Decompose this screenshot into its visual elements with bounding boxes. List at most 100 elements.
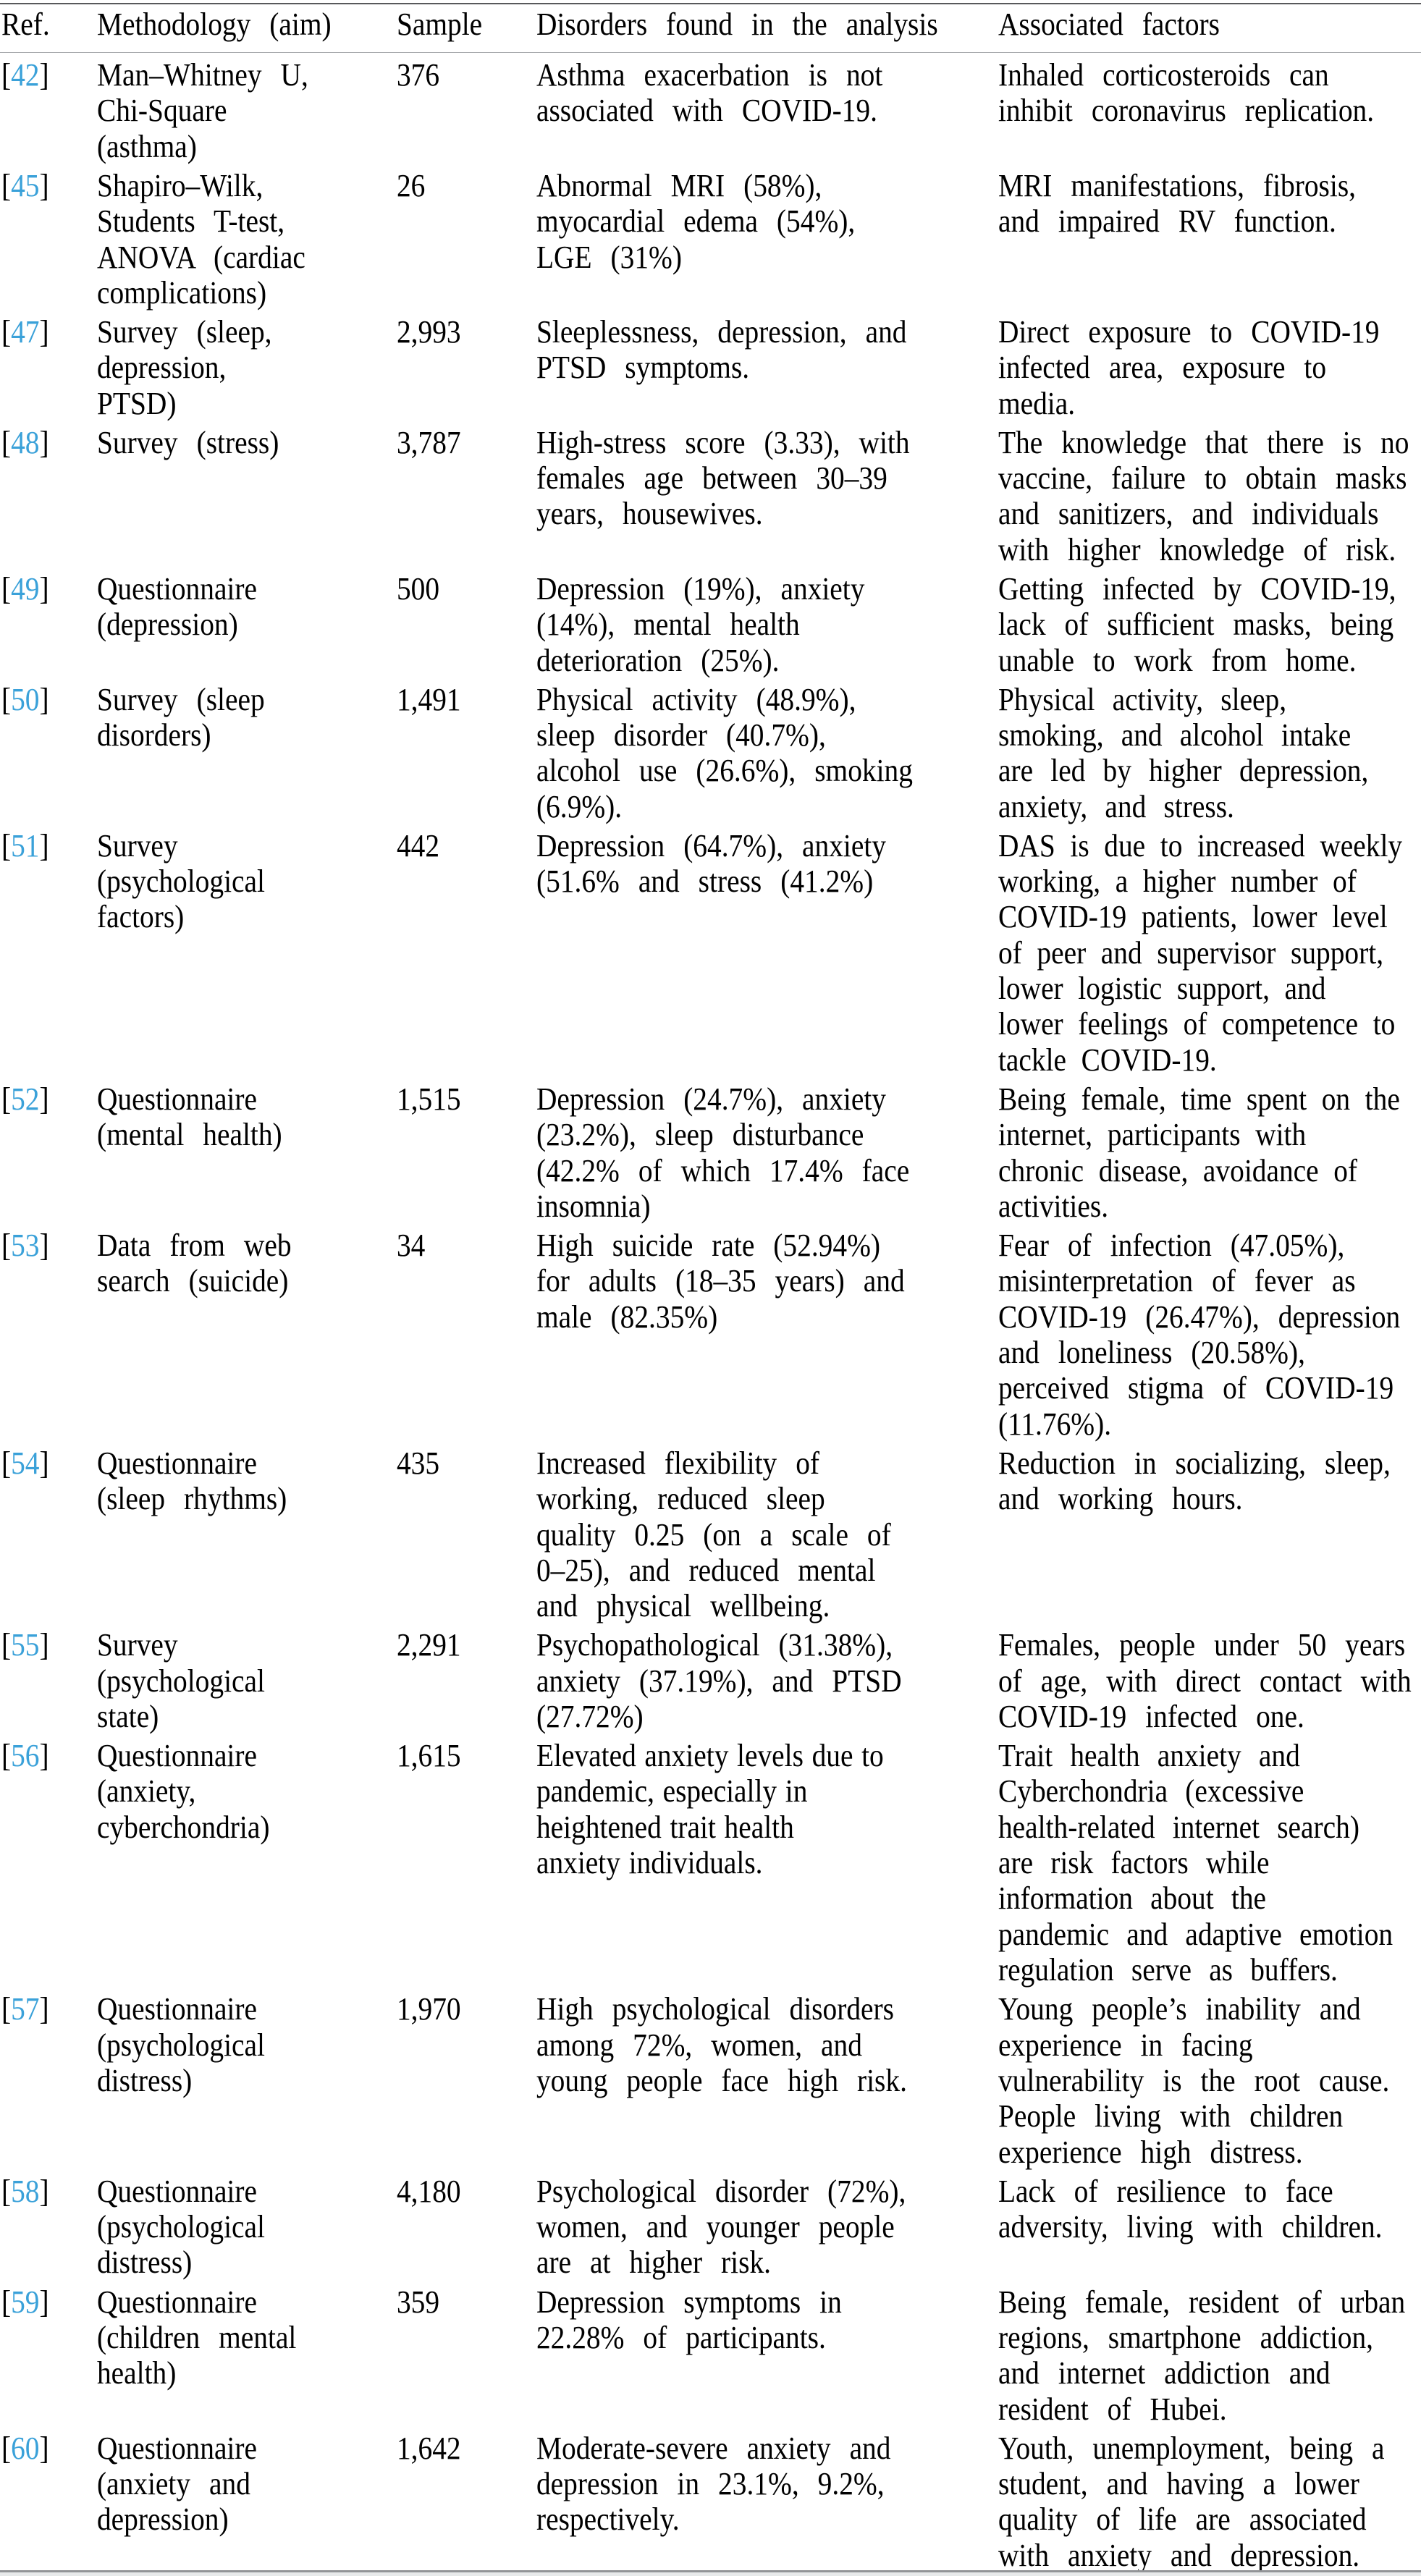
reference-link[interactable]: 55 <box>11 1627 40 1663</box>
sample-cell: 435 <box>396 1445 440 1481</box>
table-row: [60] Questionnaire (anxiety and depressio… <box>0 2427 1421 2573</box>
factors-cell: Females, people under 50 years of age, w… <box>998 1627 1412 1734</box>
methodology-cell: Survey (psychological state) <box>96 1627 265 1734</box>
reference-link[interactable]: 56 <box>11 1738 40 1774</box>
sample-cell: 1,515 <box>396 1081 461 1117</box>
reference-link[interactable]: 48 <box>11 424 40 460</box>
disorders-cell: Depression (24.7%), anxiety (23.2%), sle… <box>536 1081 910 1224</box>
disorders-cell: Depression (19%), anxiety (14%), mental … <box>536 570 865 678</box>
reference-link[interactable]: 45 <box>11 167 40 203</box>
sample-cell: 2,291 <box>396 1627 461 1663</box>
table-row: [54] Questionnaire (sleep rhythms) 435 Incr… <box>0 1442 1421 1623</box>
sample-cell: 1,491 <box>396 681 461 717</box>
disorders-cell: Sleeplessness, depression, and PTSD symp… <box>536 313 907 386</box>
table-row: [58] Questionnaire (psychological distres… <box>0 2170 1421 2281</box>
methodology-cell: Survey (sleep disorders) <box>96 681 265 753</box>
disorders-cell: Elevated anxiety levels due to pandemic,… <box>536 1738 884 1881</box>
sample-cell: 500 <box>396 570 440 607</box>
disorders-cell: High psychological disorders among 72%, … <box>536 1991 907 2098</box>
disorders-cell: Moderate-⁠severe anxiety and depression … <box>536 2430 891 2538</box>
table-header: Ref. Methodology (aim) Sample Disorders … <box>0 2 1421 50</box>
methodology-cell: Questionnaire (mental health) <box>96 1081 282 1153</box>
reference-link[interactable]: 47 <box>11 313 40 350</box>
reference-link[interactable]: 49 <box>11 570 40 607</box>
methodology-cell: Questionnaire (children mental health) <box>96 2284 297 2391</box>
column-header-factors: Associated factors <box>998 6 1220 42</box>
table-row: [52] Questionnaire (mental health) 1,515 De… <box>0 1078 1421 1224</box>
reference-link[interactable]: 51 <box>11 827 40 863</box>
table-header-row: Ref. Methodology (aim) Sample Disorders … <box>0 2 1421 50</box>
table-row: [59] Questionnaire (children mental healt… <box>0 2281 1421 2427</box>
disorders-cell: Asthma exacerbation is not associated wi… <box>536 57 883 129</box>
disorders-cell: Abnormal MRI (58%), myocardial edema (54… <box>536 167 856 275</box>
factors-cell: Being female, resident of urban regions,… <box>998 2284 1406 2427</box>
methodology-cell: Survey (stress) <box>96 424 279 460</box>
table-body: [42] Man–⁠Whitney U, Chi-⁠Square (asthma)… <box>0 50 1421 2573</box>
table-bottom-band <box>0 2572 1421 2576</box>
table-row: [47] Survey (sleep, depression, PTSD) 2,99… <box>0 311 1421 421</box>
methodology-cell: Questionnaire (anxiety, cyberchondria) <box>96 1738 270 1845</box>
disorders-cell: Physical activity (48.9%), sleep disorde… <box>536 681 913 824</box>
sample-cell: 2,993 <box>396 313 461 350</box>
table-bottom-rule <box>0 2570 1421 2572</box>
ref-cell: [58] <box>1 2173 49 2209</box>
column-header-disorders: Disorders found in the analysis <box>536 6 938 42</box>
table-row: [56] Questionnaire (anxiety, cyberchondri… <box>0 1734 1421 1988</box>
methodology-cell: Questionnaire (anxiety and depression) <box>96 2430 257 2538</box>
reference-link[interactable]: 57 <box>11 1991 40 2027</box>
factors-cell: DAS is due to increased weekly working, … <box>998 827 1403 1078</box>
methodology-cell: Survey (psychological factors) <box>96 827 265 935</box>
factors-cell: Youth, unemployment, being a student, an… <box>998 2430 1385 2573</box>
factors-cell: Being female, time spent on the internet… <box>998 1081 1400 1224</box>
sample-cell: 442 <box>396 827 440 863</box>
ref-cell: [48] <box>1 424 49 460</box>
factors-cell: Young people’s inability and experience … <box>998 1991 1390 2170</box>
reference-link[interactable]: 53 <box>11 1228 40 1264</box>
disorders-cell: Increased flexibility of working, reduce… <box>536 1445 891 1624</box>
factors-cell: Physical activity, sleep, smoking, and a… <box>998 681 1369 824</box>
ref-cell: [47] <box>1 313 49 350</box>
sample-cell: 359 <box>396 2284 440 2320</box>
column-header-methodology: Methodology (aim) <box>96 6 332 42</box>
column-header-sample: Sample <box>396 6 483 42</box>
ref-cell: [59] <box>1 2284 49 2320</box>
ref-cell: [53] <box>1 1228 49 1264</box>
table-row: [51] Survey (psychological factors) 442 Dep… <box>0 824 1421 1078</box>
ref-cell: [51] <box>1 827 49 863</box>
sample-cell: 1,615 <box>396 1738 461 1774</box>
reference-link[interactable]: 60 <box>11 2430 40 2466</box>
disorders-cell: High-⁠stress score (3.33), with females … <box>536 424 910 532</box>
table-row: [48] Survey (stress) 3,787 High-⁠stress sco… <box>0 421 1421 567</box>
ref-cell: [54] <box>1 1445 49 1481</box>
factors-cell: MRI manifestations, fibrosis, and impair… <box>998 167 1357 240</box>
reference-link[interactable]: 59 <box>11 2284 40 2320</box>
table-row: [55] Survey (psychological state) 2,291 Psy… <box>0 1624 1421 1735</box>
reference-link[interactable]: 54 <box>11 1445 40 1481</box>
reference-link[interactable]: 58 <box>11 2173 40 2209</box>
table-row: [50] Survey (sleep disorders) 1,491 Physica… <box>0 678 1421 824</box>
sample-cell: 3,787 <box>396 424 461 460</box>
disorders-cell: Psychopathological (31.38%), anxiety (37… <box>536 1627 902 1734</box>
reference-link[interactable]: 52 <box>11 1081 40 1117</box>
reference-link[interactable]: 50 <box>11 681 40 717</box>
ref-cell: [55] <box>1 1627 49 1663</box>
table-row: [53] Data from web search (suicide) 34 High… <box>0 1224 1421 1442</box>
sample-cell: 4,180 <box>396 2173 461 2209</box>
table-row: [45] Shapiro–⁠Wilk, Students T-⁠test, ANO… <box>0 164 1421 311</box>
ref-cell: [52] <box>1 1081 49 1117</box>
table-row: [49] Questionnaire (depression) 500 Depress… <box>0 567 1421 678</box>
ref-cell: [50] <box>1 681 49 717</box>
factors-cell: Getting infected by COVID-⁠19, lack of s… <box>998 570 1396 678</box>
table-row: [57] Questionnaire (psychological distres… <box>0 1988 1421 2170</box>
factors-cell: Fear of infection (47.05%), misinterpret… <box>998 1228 1401 1442</box>
disorders-cell: High suicide rate (52.94%) for adults (1… <box>536 1228 905 1335</box>
factors-cell: Inhaled corticosteroids can inhibit coro… <box>998 57 1375 129</box>
sample-cell: 34 <box>396 1228 426 1264</box>
reference-link[interactable]: 42 <box>11 57 40 93</box>
table-row: [42] Man–⁠Whitney U, Chi-⁠Square (asthma)… <box>0 50 1421 164</box>
ref-cell: [42] <box>1 57 49 93</box>
sample-cell: 26 <box>396 167 426 203</box>
table-header-rule <box>0 51 1421 53</box>
